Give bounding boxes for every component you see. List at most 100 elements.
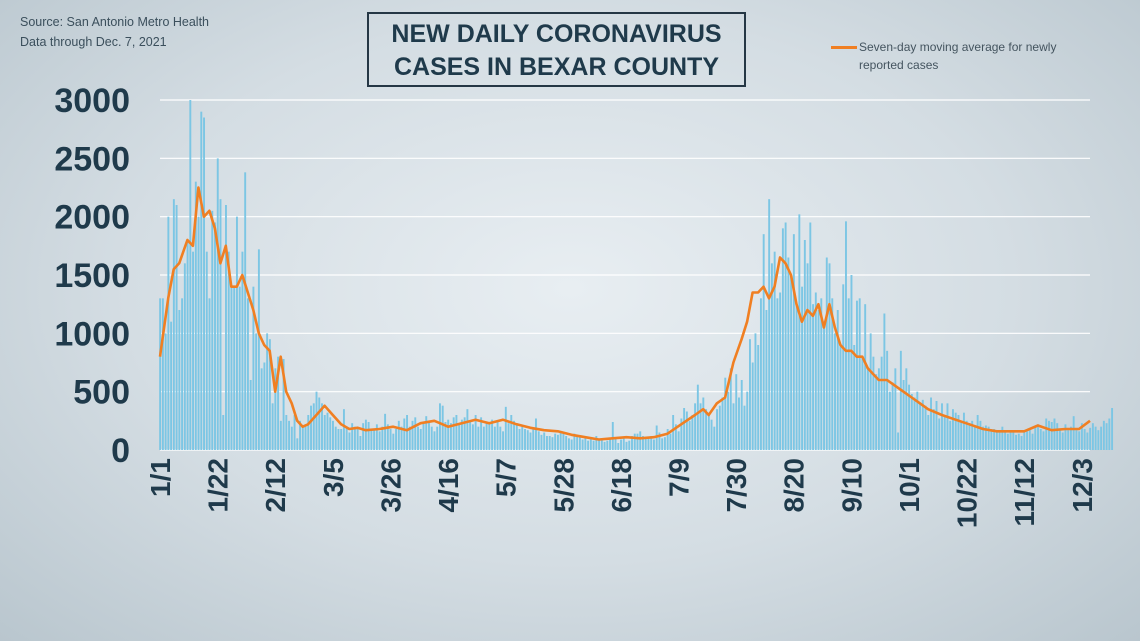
daily-case-bar [902,380,905,450]
daily-case-bar [419,429,422,450]
daily-case-bar [831,298,834,450]
daily-case-bar [803,240,806,450]
daily-case-bar [858,298,861,450]
daily-case-bar [414,417,417,450]
daily-case-bar [861,356,864,450]
daily-case-bar [606,440,609,450]
daily-case-bar [795,304,798,450]
daily-case-bar [554,433,557,450]
daily-case-bar [529,432,532,450]
daily-case-bar [954,412,957,450]
x-tick-label: 11/12 [1009,458,1040,527]
daily-case-bar [1037,424,1039,450]
data-through-line: Data through Dec. 7, 2021 [20,35,167,49]
daily-case-bar [488,423,491,450]
daily-case-bar [353,426,356,450]
daily-case-bar [587,440,590,450]
daily-case-bar [551,437,554,450]
daily-case-bar [562,433,565,450]
daily-case-bar [960,420,963,450]
daily-case-bar [1048,420,1050,450]
daily-case-bar [167,216,170,450]
daily-case-bar [532,429,535,450]
daily-case-bar [337,429,340,450]
daily-case-bar [238,286,241,450]
daily-case-bar [449,423,452,450]
daily-case-bar [499,426,502,450]
daily-case-bar [834,333,836,450]
daily-case-bar [348,432,351,450]
daily-case-bar [395,429,398,450]
x-tick-label: 1/1 [145,458,176,497]
x-tick-label: 3/26 [375,458,406,513]
y-tick-label: 1500 [54,257,130,295]
daily-case-bar [277,356,280,450]
daily-case-bar [949,420,952,450]
daily-case-bar [367,422,370,450]
daily-case-bar [329,417,332,450]
daily-case-bar [441,405,444,450]
daily-case-bar [444,422,447,450]
daily-case-bar [973,426,976,450]
daily-case-bar [732,403,735,450]
daily-case-bar [765,310,768,450]
daily-case-bar [609,438,612,450]
daily-case-bar [436,426,439,450]
daily-case-bar [699,403,702,450]
daily-case-bar [995,431,998,450]
chart-title: NEW DAILY CORONAVIRUS CASES IN BEXAR COU… [367,12,746,87]
daily-case-bar [181,298,184,450]
x-tick-label: 6/18 [606,458,637,513]
legend-label: Seven-day moving average for newly repor… [859,40,1057,72]
daily-case-bar [1017,433,1020,450]
daily-case-bar [164,333,167,450]
y-tick-label: 2500 [54,140,130,178]
daily-case-bar [652,439,655,450]
daily-case-bar [1072,416,1075,450]
daily-case-bar [899,350,902,450]
daily-case-bar [622,438,625,450]
daily-case-bar [282,359,285,450]
daily-case-bar [987,426,990,450]
moving-average-line-group [158,186,1091,441]
daily-case-bar [812,304,815,450]
daily-case-bar [1042,431,1045,450]
daily-case-bar [1094,426,1097,450]
daily-case-bar [1091,423,1094,450]
daily-case-bar [1059,429,1061,450]
daily-case-bar [334,426,337,450]
daily-case-bar [485,423,488,450]
daily-case-bar [477,426,480,450]
daily-case-bar [674,424,677,450]
daily-case-bar [916,391,919,450]
daily-case-bar [364,419,367,450]
daily-case-bar [677,431,680,450]
daily-case-bar [787,257,790,450]
daily-case-bar [749,339,751,450]
daily-case-bar [1004,432,1007,450]
daily-case-bar [636,433,639,450]
daily-case-bar [1064,424,1067,450]
daily-case-bar [301,426,304,450]
daily-case-bar [847,298,850,450]
daily-case-bar [570,439,573,450]
daily-case-bar [850,275,853,450]
daily-case-bar [1026,431,1028,450]
daily-case-bar [669,433,672,450]
daily-case-bar [663,437,666,450]
daily-case-bar [288,420,291,450]
daily-case-bar [1083,429,1086,450]
daily-case-bar [784,222,787,450]
daily-case-bar [710,419,713,450]
daily-case-bar [183,263,186,450]
daily-case-bar [1045,418,1048,450]
daily-case-bar [650,436,653,450]
daily-case-bar [455,415,458,450]
x-tick-label: 5/7 [491,458,522,497]
daily-case-bar [620,439,622,450]
daily-case-bar [430,426,433,450]
daily-case-bar [312,403,315,450]
daily-case-bar [757,345,760,450]
daily-case-bar [296,438,299,450]
daily-case-bar [957,415,960,450]
